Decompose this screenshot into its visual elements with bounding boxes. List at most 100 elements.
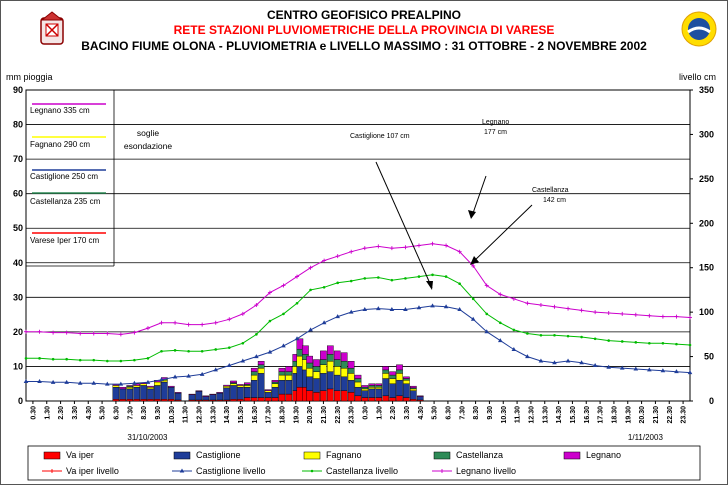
legend-label: Va iper [66, 450, 94, 460]
x-tick-label: 20.30 [639, 406, 646, 424]
bar-legnano [167, 385, 175, 388]
series-point [458, 282, 461, 286]
bar-castiglione [140, 385, 147, 400]
x-tick-label: 2.30 [58, 406, 65, 420]
legend-swatch [563, 451, 581, 460]
x-tick-label: 13.30 [210, 406, 217, 424]
series-point [566, 334, 570, 338]
legend-label: Legnano [586, 450, 621, 460]
series-point [23, 378, 29, 383]
series-point [281, 343, 286, 348]
threshold-label: Legnano 335 cm [30, 106, 90, 115]
date-label: 31/10/2003 [127, 433, 168, 442]
series-point [688, 315, 692, 320]
bar-legnano [396, 364, 403, 371]
series-point [539, 333, 543, 337]
bar-castiglione [320, 373, 327, 391]
arrow-castellanza [471, 204, 533, 264]
legend-label: Va iper livello [66, 466, 119, 476]
series-point [553, 333, 556, 337]
bar-varese [154, 399, 161, 402]
series-line [26, 305, 691, 385]
arrow-head [468, 210, 476, 219]
series-point [240, 358, 246, 363]
bar-varese [140, 399, 147, 402]
x-tick-label: 17.30 [266, 406, 273, 424]
bar-legnano [306, 355, 313, 364]
series-point [593, 310, 598, 315]
series-point [64, 379, 69, 384]
bar-varese [126, 399, 134, 402]
legend-swatch [43, 451, 61, 460]
x-tick-label: 15.30 [238, 406, 245, 424]
series-point [227, 317, 232, 322]
y2-tick-label: 100 [699, 307, 714, 317]
series-point [200, 349, 204, 353]
x-tick-label: 7.30 [459, 406, 466, 420]
bar-varese [271, 397, 279, 402]
bar-fagnano [382, 373, 389, 379]
bar-legnano [382, 366, 389, 371]
series-point [606, 311, 611, 316]
series-point [606, 364, 611, 369]
bar-varese [389, 397, 396, 402]
series-point [688, 343, 692, 347]
series-point [457, 249, 462, 254]
series-point [362, 246, 367, 251]
series-point [78, 331, 83, 336]
bar-fagnano [271, 383, 279, 388]
bar-castiglione [368, 388, 376, 398]
bar-fagnano [327, 361, 334, 372]
bar-castiglione [209, 394, 217, 401]
bar-legnano [327, 345, 334, 355]
bar-castiglione [112, 386, 120, 400]
bar-fagnano [347, 373, 355, 381]
series-point [525, 354, 530, 359]
series-point [254, 354, 259, 359]
bar-castiglione [278, 380, 286, 395]
bar-castellanza [271, 381, 279, 384]
series-point [552, 360, 557, 365]
bar-castiglione [410, 390, 417, 400]
series-point [50, 379, 56, 384]
bar-fagnano [278, 374, 286, 381]
series-point [498, 321, 502, 325]
bar-castellanza [250, 371, 258, 376]
bar-legnano [347, 361, 355, 369]
y2-tick-label: 300 [699, 129, 714, 139]
series-point [172, 374, 178, 379]
bar-legnano [278, 367, 286, 372]
bar-castellanza [340, 361, 348, 369]
bar-castiglione [296, 366, 304, 388]
y2-tick-label: 200 [699, 218, 714, 228]
bar-castellanza [403, 378, 410, 381]
legend-item: Legnano [563, 450, 621, 460]
series-point [309, 288, 312, 292]
bar-fagnano [244, 385, 251, 388]
series-point [199, 371, 205, 376]
bar-castellanza [327, 354, 334, 362]
series-point [498, 292, 503, 297]
bar-legnano [313, 359, 320, 367]
legend-item: Castellanza livello [302, 466, 398, 476]
legend-label: Castiglione [196, 450, 241, 460]
series-point [308, 265, 313, 270]
x-tick-label: 14.30 [224, 406, 231, 424]
series-point [282, 312, 285, 316]
bar-varese [147, 399, 154, 402]
bar-castiglione [230, 385, 237, 400]
series-point [186, 373, 191, 378]
bar-castiglione [223, 387, 230, 401]
series-point [187, 349, 190, 353]
series-point [336, 281, 339, 285]
bar-legnano [202, 395, 210, 397]
series-point [362, 306, 368, 311]
bar-varese [368, 397, 376, 402]
series-point [159, 320, 164, 325]
bar-fagnano [112, 385, 120, 388]
series-point [471, 263, 476, 268]
bar-castiglione [361, 390, 369, 398]
y-tick-label: 20 [13, 327, 23, 337]
bar-fagnano [223, 385, 230, 389]
series-point [92, 358, 96, 362]
